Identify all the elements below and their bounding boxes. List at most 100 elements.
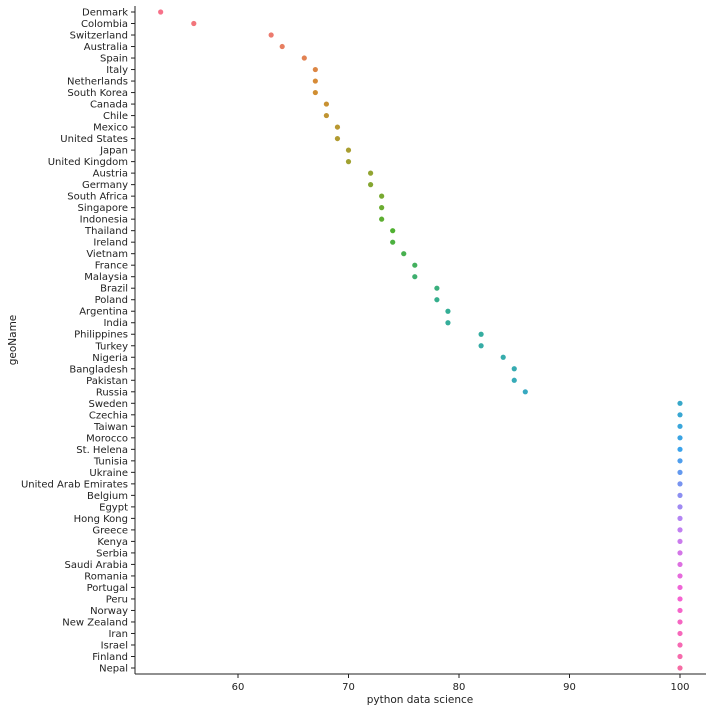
y-tick-label: Italy bbox=[106, 65, 128, 76]
data-point bbox=[158, 9, 164, 15]
y-tick-label: France bbox=[95, 261, 128, 272]
y-tick-label: Germany bbox=[82, 180, 128, 191]
y-tick: Taiwan bbox=[93, 422, 135, 433]
data-point bbox=[677, 481, 683, 487]
y-tick: Denmark bbox=[82, 8, 135, 19]
y-tick-label: Denmark bbox=[82, 8, 128, 19]
y-tick: Singapore bbox=[78, 203, 135, 214]
y-tick: Indonesia bbox=[80, 215, 135, 226]
y-tick: Romania bbox=[84, 571, 135, 582]
y-tick-label: Canada bbox=[90, 100, 128, 111]
y-tick-label: Colombia bbox=[81, 19, 128, 30]
y-tick: Nepal bbox=[99, 664, 135, 675]
y-tick-label: Austria bbox=[93, 169, 128, 180]
y-tick-label: Argentina bbox=[79, 307, 128, 318]
y-tick-label: Russia bbox=[96, 387, 128, 398]
data-point bbox=[345, 147, 352, 153]
y-tick: United States bbox=[60, 134, 135, 145]
data-point bbox=[268, 32, 274, 38]
data-point bbox=[312, 89, 318, 96]
data-point bbox=[500, 354, 506, 360]
y-tick: Hong Kong bbox=[74, 514, 135, 525]
y-tick: Bangladesh bbox=[69, 364, 135, 375]
y-tick-label: Netherlands bbox=[67, 77, 128, 88]
data-point bbox=[478, 331, 484, 337]
data-point bbox=[334, 124, 341, 130]
y-tick: Ukraine bbox=[89, 468, 135, 479]
data-point bbox=[379, 205, 385, 211]
y-tick: Pakistan bbox=[86, 376, 135, 387]
y-tick-label: Spain bbox=[100, 54, 128, 65]
y-tick-label: Mexico bbox=[93, 123, 128, 134]
y-tick: Thailand bbox=[84, 226, 135, 237]
x-tick-label: 70 bbox=[342, 682, 355, 693]
x-tick: 60 bbox=[232, 674, 244, 693]
y-tick: Austria bbox=[93, 169, 135, 180]
y-tick-label: Israel bbox=[101, 640, 128, 651]
y-tick: Belgium bbox=[87, 491, 135, 502]
data-point bbox=[677, 619, 683, 625]
data-point bbox=[677, 446, 683, 452]
y-tick-label: United Kingdom bbox=[48, 157, 128, 168]
data-point bbox=[677, 538, 683, 545]
y-tick-label: Tunisia bbox=[93, 456, 128, 467]
data-point bbox=[677, 504, 683, 510]
y-tick-label: Peru bbox=[106, 594, 128, 605]
y-tick: Sweden bbox=[88, 399, 135, 410]
y-tick-label: St. Helena bbox=[76, 445, 128, 456]
y-tick: Philippines bbox=[74, 330, 135, 341]
y-tick: Finland bbox=[92, 652, 135, 663]
data-point bbox=[677, 561, 683, 568]
y-tick-label: Thailand bbox=[84, 226, 128, 237]
data-point bbox=[677, 423, 683, 429]
data-point bbox=[323, 112, 329, 119]
y-tick: Malaysia bbox=[84, 272, 135, 283]
y-tick-label: Singapore bbox=[78, 203, 128, 214]
y-tick: India bbox=[103, 318, 135, 329]
y-tick: Norway bbox=[90, 606, 135, 617]
y-tick: Egypt bbox=[99, 502, 135, 513]
data-point bbox=[522, 389, 528, 395]
y-tick: Ireland bbox=[93, 238, 135, 249]
data-point bbox=[677, 515, 683, 521]
data-point bbox=[677, 527, 683, 533]
data-point bbox=[677, 435, 683, 441]
data-point bbox=[412, 274, 418, 280]
data-point bbox=[677, 653, 683, 660]
data-point bbox=[312, 78, 318, 84]
data-point bbox=[390, 228, 396, 234]
y-tick: Spain bbox=[100, 54, 135, 65]
x-tick: 90 bbox=[563, 674, 576, 693]
data-point bbox=[677, 458, 683, 464]
y-tick-label: United States bbox=[60, 134, 128, 145]
data-point bbox=[677, 492, 683, 498]
data-point bbox=[368, 170, 374, 176]
y-tick: Greece bbox=[92, 525, 135, 536]
y-tick: Chile bbox=[103, 111, 135, 122]
y-tick-label: Finland bbox=[92, 652, 128, 663]
data-point bbox=[677, 400, 683, 406]
x-axis-label: python data science bbox=[367, 694, 474, 706]
y-tick-label: Morocco bbox=[86, 433, 128, 444]
y-tick: Argentina bbox=[79, 307, 135, 318]
data-point bbox=[677, 607, 683, 614]
y-tick: Netherlands bbox=[67, 77, 135, 88]
y-tick: Morocco bbox=[86, 433, 135, 444]
y-tick-label: Vietnam bbox=[86, 249, 128, 260]
data-point bbox=[511, 366, 517, 372]
y-tick: Vietnam bbox=[86, 249, 135, 260]
x-tick: 70 bbox=[342, 674, 355, 693]
data-point bbox=[191, 20, 197, 27]
data-point bbox=[368, 182, 374, 188]
y-tick-label: Norway bbox=[90, 606, 128, 617]
y-tick-label: Egypt bbox=[99, 502, 128, 513]
data-point bbox=[677, 550, 683, 556]
data-point bbox=[334, 135, 341, 142]
x-tick-label: 80 bbox=[453, 682, 466, 693]
data-point bbox=[345, 159, 352, 165]
y-tick-label: Switzerland bbox=[70, 31, 128, 42]
data-point bbox=[511, 377, 517, 383]
data-point bbox=[434, 297, 440, 303]
data-point bbox=[677, 596, 683, 602]
